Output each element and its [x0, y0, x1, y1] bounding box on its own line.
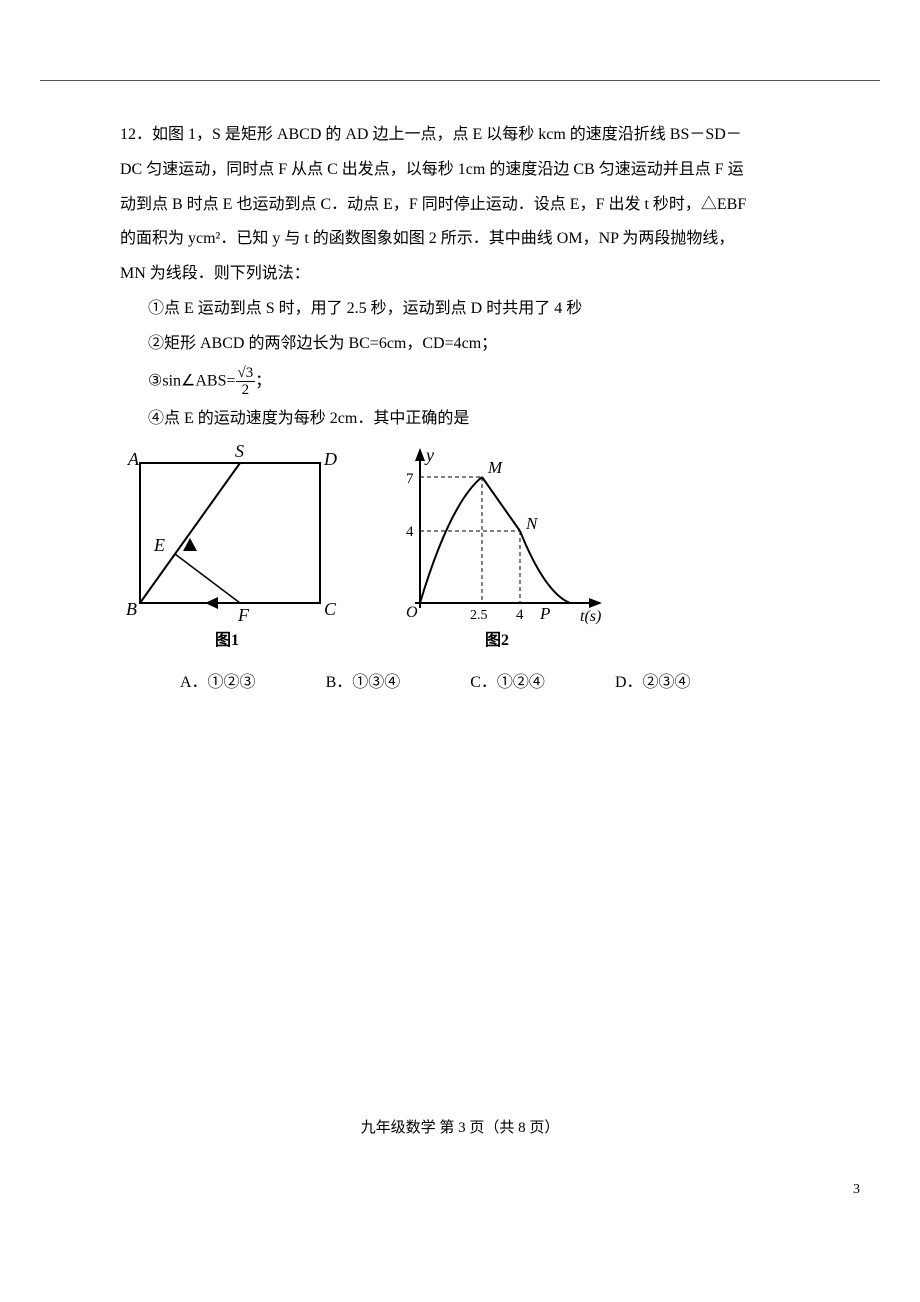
stem-line-3: 动到点 B 时点 E 也运动到点 C．动点 E，F 同时停止运动．设点 E，F …	[120, 191, 800, 220]
stem-line-1: 12．如图 1，S 是矩形 ABCD 的 AD 边上一点，点 E 以每秒 kcm…	[120, 121, 800, 150]
origin-label: O	[406, 604, 418, 621]
option-C[interactable]: C．①②④	[470, 669, 545, 698]
option-A[interactable]: A．①②③	[180, 669, 256, 698]
label-N: N	[525, 514, 539, 533]
content-area: 12．如图 1，S 是矩形 ABCD 的 AD 边上一点，点 E 以每秒 kcm…	[40, 121, 880, 698]
frac-denominator: 2	[236, 382, 256, 399]
stem-line-5: MN 为线段．则下列说法：	[120, 260, 800, 289]
figure-1: A S D B F C E 图1	[120, 443, 340, 653]
label-S: S	[235, 443, 244, 461]
stem-text-1: 如图 1，S 是矩形 ABCD 的 AD 边上一点，点 E 以每秒 kcm 的速…	[152, 126, 742, 143]
label-A: A	[127, 449, 140, 469]
label-C: C	[324, 599, 337, 619]
item-4: ④点 E 的运动速度为每秒 2cm．其中正确的是	[120, 405, 800, 434]
figures-row: A S D B F C E 图1	[120, 443, 800, 653]
ytick-4: 4	[406, 524, 414, 540]
item-3-tail: ；	[255, 372, 271, 389]
label-B: B	[126, 599, 137, 619]
page-footer: 九年级数学 第 3 页（共 8 页）	[0, 1115, 920, 1142]
item-1: ①点 E 运动到点 S 时，用了 2.5 秒，运动到点 D 时共用了 4 秒	[120, 295, 800, 324]
xtick-4: 4	[516, 607, 524, 623]
label-M: M	[487, 458, 503, 477]
stem-line-4: 的面积为 ycm²．已知 y 与 t 的函数图象如图 2 所示．其中曲线 OM，…	[120, 225, 800, 254]
ytick-7: 7	[406, 471, 414, 487]
stem-line-2: DC 匀速运动，同时点 F 从点 C 出发点，以每秒 1cm 的速度沿边 CB …	[120, 156, 800, 185]
axis-x-label: t(s)	[580, 608, 601, 625]
axis-y-label: y	[424, 445, 434, 465]
options-row: A．①②③ B．①③④ C．①②④ D．②③④	[120, 669, 800, 698]
label-D: D	[323, 449, 337, 469]
frac-numerator: √3	[236, 365, 256, 383]
option-B[interactable]: B．①③④	[326, 669, 401, 698]
xtick-25: 2.5	[470, 608, 488, 623]
label-P: P	[539, 604, 550, 623]
fraction-sqrt3-over-2: √32	[236, 365, 256, 399]
question-number: 12．	[120, 126, 152, 143]
option-D[interactable]: D．②③④	[615, 669, 691, 698]
item-3-text: ③sin∠ABS=	[148, 372, 236, 389]
figure1-caption: 图1	[215, 631, 239, 649]
item-2: ②矩形 ABCD 的两邻边长为 BC=6cm，CD=4cm；	[120, 330, 800, 359]
label-E: E	[153, 535, 165, 555]
page-number-corner: 3	[853, 1177, 860, 1202]
item-3: ③sin∠ABS=√32；	[120, 365, 800, 399]
label-F: F	[237, 605, 250, 625]
figure2-caption: 图2	[485, 631, 509, 649]
page: 12．如图 1，S 是矩形 ABCD 的 AD 边上一点，点 E 以每秒 kcm…	[0, 0, 920, 1302]
top-rule	[40, 80, 880, 81]
figure-2: y t(s) O 7 4 2.5 4 M N P 图2	[380, 443, 620, 653]
question-12: 12．如图 1，S 是矩形 ABCD 的 AD 边上一点，点 E 以每秒 kcm…	[120, 121, 800, 433]
